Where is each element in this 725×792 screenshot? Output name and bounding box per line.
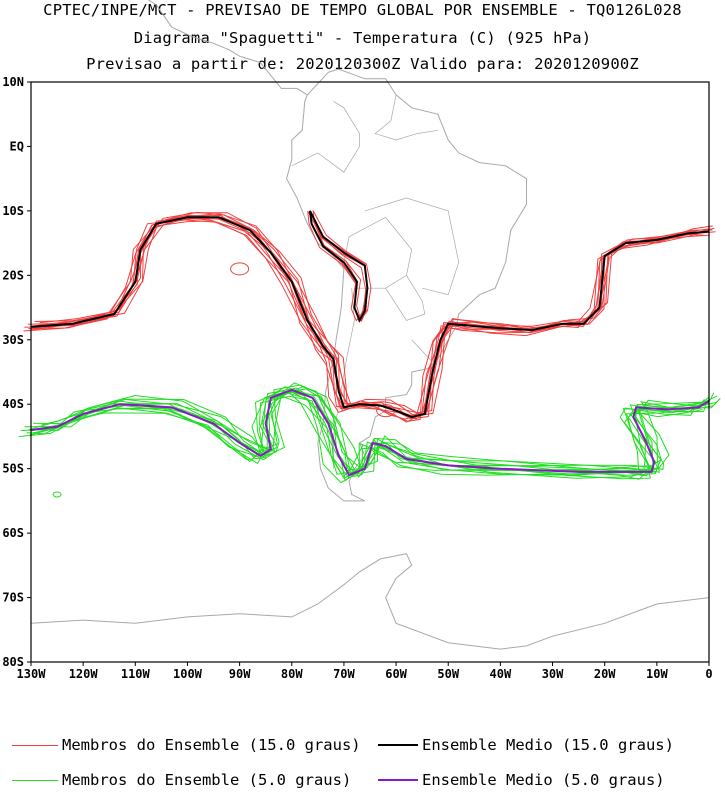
lat-tick-label: 50S bbox=[2, 462, 24, 476]
lat-tick-label: 10S bbox=[2, 204, 24, 218]
country-border bbox=[317, 101, 360, 173]
legend-members-15: Membros do Ensemble (15.0 graus) bbox=[12, 736, 361, 754]
member-15-contour bbox=[30, 214, 705, 417]
country-border bbox=[291, 152, 318, 167]
member-15-contour bbox=[28, 219, 703, 423]
member-5-contour bbox=[41, 386, 710, 478]
lon-tick-label: 70W bbox=[333, 667, 355, 681]
lat-tick-label: 40S bbox=[2, 397, 24, 411]
latitude-axis: 10N EQ 10S 20S 30S 40S 50S 60S 70S 80S bbox=[2, 75, 31, 669]
lon-tick-label: 20W bbox=[594, 667, 616, 681]
lon-tick-label: 100W bbox=[173, 667, 203, 681]
mean-15-andes-contour bbox=[309, 210, 369, 323]
title-line-2: Diagrama "Spaguetti" - Temperatura (C) (… bbox=[133, 29, 592, 47]
legend-swatch-members-15 bbox=[12, 744, 58, 746]
lon-tick-label: 0 bbox=[705, 667, 712, 681]
lat-tick-label: 30S bbox=[2, 333, 24, 347]
legend-label-members-5: Membros do Ensemble (5.0 graus) bbox=[62, 771, 352, 789]
lat-tick-label: EQ bbox=[10, 139, 24, 153]
lon-tick-label: 50W bbox=[437, 667, 459, 681]
lon-tick-label: 120W bbox=[69, 667, 99, 681]
member-5-contour bbox=[28, 390, 702, 482]
lon-tick-label: 130W bbox=[17, 667, 47, 681]
member-15-blob-1 bbox=[230, 262, 250, 276]
member-15-contour bbox=[30, 216, 710, 417]
member-15-contour bbox=[24, 217, 706, 422]
antarctica-coast bbox=[30, 553, 710, 650]
legend-swatch-mean-15 bbox=[378, 744, 418, 746]
member-5-contour bbox=[28, 395, 705, 479]
members-5-layer bbox=[18, 382, 721, 498]
means-layer bbox=[30, 210, 710, 477]
coastline-layer bbox=[30, 0, 710, 650]
member-15-contour bbox=[32, 216, 709, 417]
legend-label-mean-15: Ensemble Medio (15.0 graus) bbox=[422, 736, 674, 754]
member-15-contour bbox=[39, 212, 715, 415]
mean-15-contour bbox=[30, 216, 710, 419]
map-frame bbox=[30, 81, 710, 663]
member-15-contour bbox=[27, 214, 710, 420]
members-15-layer bbox=[23, 210, 716, 423]
lon-tick-label: 80W bbox=[281, 667, 303, 681]
lon-tick-label: 110W bbox=[121, 667, 151, 681]
lon-tick-label: 30W bbox=[542, 667, 564, 681]
title-line-3: Previsao a partir de: 2020120300Z Valido… bbox=[86, 55, 639, 73]
lat-tick-label: 70S bbox=[2, 591, 24, 605]
legend-members-5: Membros do Ensemble (5.0 graus) bbox=[12, 771, 351, 789]
legend-swatch-mean-5 bbox=[378, 779, 418, 781]
member-5-contour bbox=[33, 382, 718, 475]
member-15-andes-contour bbox=[307, 210, 367, 322]
lat-tick-label: 80S bbox=[2, 655, 24, 669]
lon-tick-label: 40W bbox=[490, 667, 512, 681]
country-border bbox=[385, 275, 426, 321]
title-line-1: CPTEC/INPE/MCT - PREVISAO DE TEMPO GLOBA… bbox=[43, 1, 682, 19]
lat-tick-label: 60S bbox=[2, 526, 24, 540]
lon-tick-label: 60W bbox=[385, 667, 407, 681]
south-america-coast bbox=[286, 68, 527, 502]
longitude-axis: 130W 120W 110W 100W 90W 80W 70W 60W 50W 40W 30W 20W… bbox=[17, 662, 713, 681]
lon-tick-label: 90W bbox=[229, 667, 251, 681]
legend-mean-5: Ensemble Medio (5.0 graus) bbox=[378, 771, 665, 789]
legend-swatch-members-5 bbox=[12, 779, 58, 781]
country-border bbox=[364, 197, 460, 296]
mean-5-contour bbox=[30, 388, 710, 477]
member-5-isle bbox=[52, 491, 62, 498]
legend-mean-15: Ensemble Medio (15.0 graus) bbox=[378, 736, 674, 754]
member-15-contour bbox=[34, 211, 713, 417]
legend-label-members-15: Membros do Ensemble (15.0 graus) bbox=[62, 736, 361, 754]
lon-tick-label: 10W bbox=[646, 667, 668, 681]
lat-tick-label: 10N bbox=[2, 75, 24, 89]
country-border bbox=[374, 94, 438, 141]
country-border bbox=[411, 339, 433, 363]
member-5-contour bbox=[40, 384, 721, 473]
lat-tick-label: 20S bbox=[2, 268, 24, 282]
member-15-contour bbox=[23, 220, 704, 420]
central-america-coast bbox=[147, 0, 308, 96]
member-15-contour bbox=[33, 213, 716, 414]
legend-label-mean-5: Ensemble Medio (5.0 graus) bbox=[422, 771, 665, 789]
